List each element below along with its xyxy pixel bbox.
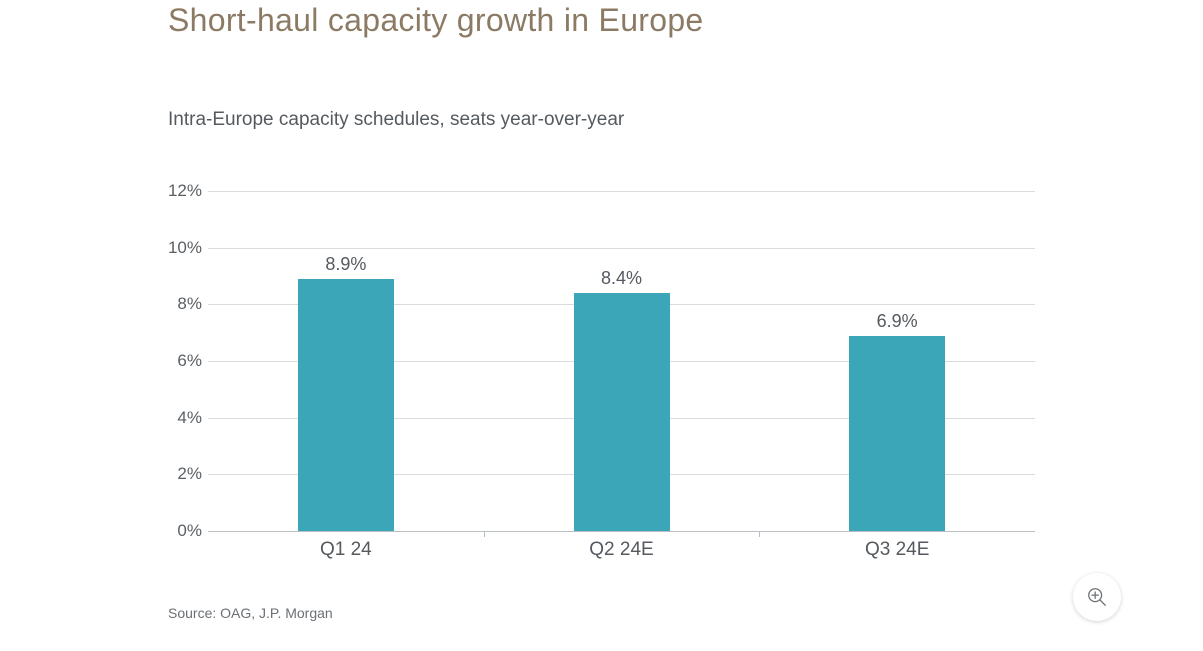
bar-chart: 12%10%8%6%4%2%0%8.9%Q1 248.4%Q2 24E6.9%Q… [168, 181, 1035, 581]
bar-value-label: 8.4% [601, 268, 642, 293]
bar: 8.9% [298, 279, 394, 531]
x-axis-tick [759, 531, 760, 537]
y-axis-label: 12% [168, 181, 208, 201]
zoom-button[interactable] [1073, 573, 1121, 621]
x-axis-label: Q1 24 [320, 531, 372, 561]
x-axis-label: Q3 24E [865, 531, 929, 561]
y-axis-label: 2% [177, 464, 208, 484]
x-axis-tick [484, 531, 485, 537]
y-axis-label: 0% [177, 521, 208, 541]
bar-slot: 8.9%Q1 24 [208, 191, 484, 531]
bar-value-label: 6.9% [877, 311, 918, 336]
y-axis-label: 4% [177, 408, 208, 428]
zoom-in-icon [1086, 586, 1108, 608]
chart-title: Short-haul capacity growth in Europe [168, 0, 1035, 39]
y-axis-label: 6% [177, 351, 208, 371]
chart-card: Short-haul capacity growth in Europe Int… [0, 0, 1203, 651]
chart-subtitle: Intra-Europe capacity schedules, seats y… [168, 109, 1035, 131]
bar: 8.4% [574, 293, 670, 531]
bar: 6.9% [849, 336, 945, 532]
x-axis-label: Q2 24E [589, 531, 653, 561]
plot-area: 12%10%8%6%4%2%0%8.9%Q1 248.4%Q2 24E6.9%Q… [208, 191, 1035, 531]
y-axis-label: 10% [168, 238, 208, 258]
y-axis-label: 8% [177, 294, 208, 314]
bar-slot: 8.4%Q2 24E [484, 191, 760, 531]
bar-slot: 6.9%Q3 24E [759, 191, 1035, 531]
bar-value-label: 8.9% [325, 254, 366, 279]
chart-source: Source: OAG, J.P. Morgan [168, 605, 1035, 621]
bars-container: 8.9%Q1 248.4%Q2 24E6.9%Q3 24E [208, 191, 1035, 531]
